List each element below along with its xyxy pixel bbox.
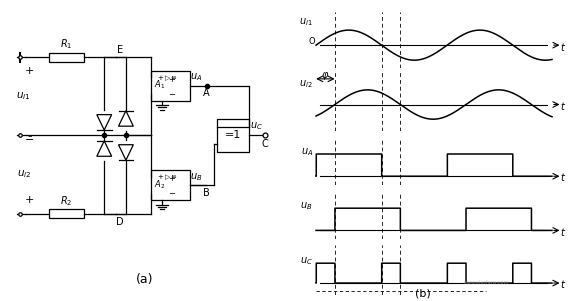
Bar xyxy=(151,170,190,200)
Polygon shape xyxy=(97,115,112,130)
Text: $u_A$: $u_A$ xyxy=(190,71,203,83)
Text: $\bar{-}$: $\bar{-}$ xyxy=(24,134,35,144)
Text: +: + xyxy=(25,66,34,76)
Text: $R_1$: $R_1$ xyxy=(60,38,73,51)
Text: $\varphi$: $\varphi$ xyxy=(321,70,329,82)
Text: E: E xyxy=(117,45,123,55)
Polygon shape xyxy=(119,111,133,126)
Text: $u_B$: $u_B$ xyxy=(190,171,203,183)
Text: (b): (b) xyxy=(415,288,431,299)
Bar xyxy=(217,119,249,152)
Text: $-$: $-$ xyxy=(168,88,177,97)
Bar xyxy=(49,209,84,218)
Text: $u_A$: $u_A$ xyxy=(301,146,313,158)
Text: $t$: $t$ xyxy=(560,278,566,290)
Text: A: A xyxy=(203,88,210,98)
Bar xyxy=(151,71,190,101)
Text: $u_C$: $u_C$ xyxy=(300,255,313,267)
Text: $u_B$: $u_B$ xyxy=(301,200,313,212)
Text: $+$: $+$ xyxy=(168,173,176,184)
Text: $+\triangleright\infty$: $+\triangleright\infty$ xyxy=(157,73,178,82)
Text: $u_{i1}$: $u_{i1}$ xyxy=(16,90,31,102)
Bar xyxy=(49,53,84,62)
Text: www.elecfans.com: www.elecfans.com xyxy=(464,281,509,285)
Text: C: C xyxy=(262,139,268,150)
Polygon shape xyxy=(97,141,112,156)
Text: $+\triangleright\infty$: $+\triangleright\infty$ xyxy=(157,172,178,182)
Text: $t$: $t$ xyxy=(560,41,566,53)
Text: $u_{i2}$: $u_{i2}$ xyxy=(299,78,313,90)
Text: +: + xyxy=(25,195,34,205)
Text: $u_C$: $u_C$ xyxy=(250,120,263,132)
Text: $A_1$: $A_1$ xyxy=(154,79,166,92)
Text: =1: =1 xyxy=(225,130,241,141)
Text: $-$: $-$ xyxy=(168,187,177,196)
Text: (a): (a) xyxy=(136,273,153,287)
Text: $t$: $t$ xyxy=(560,225,566,237)
Text: D: D xyxy=(116,217,124,227)
Text: $R_2$: $R_2$ xyxy=(60,194,73,208)
Text: $t$: $t$ xyxy=(560,100,566,112)
Text: $u_{i2}$: $u_{i2}$ xyxy=(17,169,31,181)
Text: $t$: $t$ xyxy=(560,171,566,183)
Text: $+$: $+$ xyxy=(168,74,176,84)
Text: $A_2$: $A_2$ xyxy=(154,178,166,191)
Text: B: B xyxy=(203,188,210,198)
Text: O: O xyxy=(309,37,315,46)
Polygon shape xyxy=(119,145,133,160)
Text: $u_{i1}$: $u_{i1}$ xyxy=(299,16,313,28)
